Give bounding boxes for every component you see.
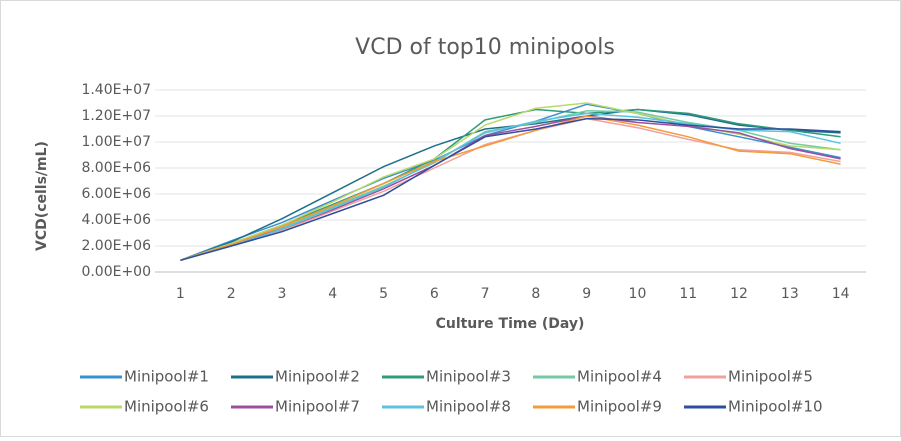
y-tick-label: 0.00E+00 (81, 264, 151, 280)
legend-label: Minipool#5 (728, 368, 813, 386)
x-tick-label: 6 (430, 286, 439, 302)
y-tick-label: 2.00E+06 (81, 238, 151, 254)
x-tick-label: 14 (832, 286, 850, 302)
legend-label: Minipool#9 (577, 398, 662, 416)
x-tick-label: 9 (582, 286, 591, 302)
x-tick-label: 10 (629, 286, 647, 302)
y-tick-label: 8.00E+06 (81, 160, 151, 176)
y-tick-label: 4.00E+06 (81, 212, 151, 228)
y-tick-label: 6.00E+06 (81, 186, 151, 202)
x-axis-label: Culture Time (Day) (436, 316, 585, 332)
legend-label: Minipool#10 (728, 398, 822, 416)
y-tick-label: 1.00E+07 (81, 134, 151, 150)
x-tick-label: 5 (379, 286, 388, 302)
x-tick-label: 7 (481, 286, 490, 302)
chart-title: VCD of top10 minipools (355, 35, 615, 60)
x-tick-label: 4 (328, 286, 337, 302)
x-tick-label: 1 (176, 286, 185, 302)
legend-label: Minipool#7 (275, 398, 360, 416)
series-line (180, 102, 841, 262)
x-tick-label: 13 (781, 286, 799, 302)
y-tick-label: 1.20E+07 (81, 108, 151, 124)
legend-label: Minipool#8 (426, 398, 511, 416)
series-line (180, 112, 841, 262)
x-tick-label: 11 (679, 286, 697, 302)
legend-label: Minipool#1 (124, 368, 209, 386)
x-tick-label: 2 (227, 286, 236, 302)
x-tick-label: 12 (730, 286, 748, 302)
legend-label: Minipool#2 (275, 368, 360, 386)
series-line (180, 117, 841, 262)
x-tick-label: 3 (278, 286, 287, 302)
legend-label: Minipool#3 (426, 368, 511, 386)
series-line (180, 115, 841, 262)
y-axis-label: VCD(cells/mL) (34, 141, 50, 251)
y-tick-label: 1.40E+07 (81, 82, 151, 98)
legend-label: Minipool#6 (124, 398, 209, 416)
x-tick-label: 8 (531, 286, 540, 302)
series-line (180, 103, 841, 262)
legend-label: Minipool#4 (577, 368, 662, 386)
